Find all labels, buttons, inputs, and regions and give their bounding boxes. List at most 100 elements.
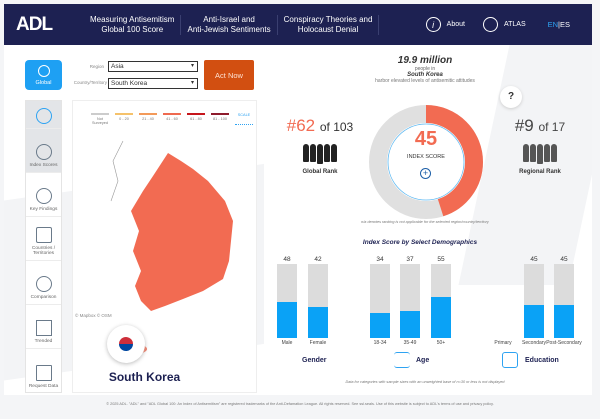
bar-category-label: Male <box>281 340 293 346</box>
sidebar-label: Key Findings <box>29 207 58 212</box>
population-count: 19.9 million <box>397 55 453 66</box>
group-label-age: Age <box>416 357 430 364</box>
magnifier-icon <box>35 188 52 204</box>
bar-fill <box>554 304 574 338</box>
lang-es[interactable]: ES <box>559 20 570 29</box>
country-select[interactable]: South Korea <box>108 78 198 89</box>
bar-fill <box>308 306 328 338</box>
sidebar-label: Countries / Territories <box>31 246 56 256</box>
sidebar-item-index-scores[interactable]: Index Scores <box>26 129 61 173</box>
population-summary: 19.9 million people in South Korea harbo… <box>340 55 510 84</box>
nav-anti-israel[interactable]: Anti-Israel and Anti-Jewish Sentiments <box>181 14 278 35</box>
summary-line: people in <box>414 66 436 72</box>
spreadsheet-icon <box>35 365 52 381</box>
map-attribution: © Mapbox © OSM <box>75 313 112 318</box>
bar-fill <box>400 310 420 338</box>
people-icon <box>490 144 590 164</box>
global-button[interactable]: Global <box>25 60 62 90</box>
bar-track <box>400 264 420 338</box>
south-korea-flag <box>107 325 145 363</box>
bar-category-label: 18-34 <box>373 340 387 346</box>
bar-fill <box>370 312 390 338</box>
bar-value-label: 34 <box>376 256 384 263</box>
legend-item: Not Surveyed <box>91 113 109 125</box>
country-name: South Korea <box>108 370 181 384</box>
map-icon <box>35 144 52 160</box>
trend-chart-icon <box>35 320 52 336</box>
bar-category-label: Secondary <box>522 340 546 346</box>
na-note: n/a denotes ranking is not applicable fo… <box>361 220 489 224</box>
bar-track <box>277 264 297 338</box>
regional-rank-total: of 17 <box>538 120 566 134</box>
legend-item: 61 - 80 <box>187 113 205 125</box>
footer-copyright: © 2025 ADL. "ADL" and "ADL Global 100: A… <box>106 402 494 406</box>
people-icon <box>270 144 370 164</box>
map-pin-icon <box>35 227 52 243</box>
bar-track <box>308 264 328 338</box>
regional-rank-label: Regional Rank <box>519 169 561 175</box>
sidebar-item-comparison[interactable]: Comparison <box>26 261 61 305</box>
nav-line: Global 100 Score <box>101 24 164 34</box>
adl-logo[interactable]: ADL <box>16 13 53 35</box>
bar-value-label: 45 <box>530 256 538 263</box>
bar-track <box>370 264 390 338</box>
south-korea-shape <box>131 153 233 311</box>
language-switch: EN|ES <box>548 20 570 29</box>
sidebar-item-request-data[interactable]: Request Data <box>26 349 61 393</box>
bar-category-label: 50+ <box>436 340 446 346</box>
education-icon <box>502 352 518 368</box>
index-score-donut <box>369 105 483 219</box>
bar-category-label: Post-Secondary <box>546 340 582 346</box>
sidebar-item-view[interactable] <box>26 101 61 129</box>
bar-value-label: 45 <box>560 256 568 263</box>
hourglass-icon <box>394 352 410 368</box>
expand-plus-icon[interactable]: + <box>420 168 431 179</box>
eye-icon <box>35 108 52 124</box>
sidebar-label: Request Data <box>28 384 59 389</box>
regional-rank-number: #9 <box>514 116 534 135</box>
map-legend: Not Surveyed 0 - 20 21 - 40 41 - 60 61 -… <box>91 113 253 125</box>
globe-icon <box>37 65 50 77</box>
bar-category-label: 35-49 <box>403 340 417 346</box>
sample-size-note: Data for categories with sample sizes wi… <box>345 380 505 384</box>
info-icon: i <box>425 17 441 32</box>
global-rank: #62 of 103 Global Rank <box>270 116 370 175</box>
korea-map <box>110 140 233 354</box>
global-rank-number: #62 <box>286 116 316 135</box>
lang-en[interactable]: EN <box>547 20 559 29</box>
scale-button[interactable]: SCALE <box>235 113 253 125</box>
legend-item: 21 - 40 <box>139 113 157 125</box>
sidebar: Index Scores Key Findings Countries / Te… <box>25 100 62 393</box>
global-rank-label: Global Rank <box>302 169 338 175</box>
legend-item: 81 - 100 <box>211 113 229 125</box>
bar-value-label: 48 <box>283 256 291 263</box>
index-score-value: 45 <box>414 128 438 150</box>
about-link[interactable]: About <box>446 21 465 28</box>
bar-value-label: 42 <box>314 256 322 263</box>
nav-line: Conspiracy Theories and <box>283 14 373 24</box>
nav-conspiracy[interactable]: Conspiracy Theories and Holocaust Denial <box>278 14 380 35</box>
bar-fill <box>524 304 544 338</box>
index-score-label: INDEX SCORE <box>407 154 445 160</box>
map-panel[interactable]: Not Surveyed 0 - 20 21 - 40 41 - 60 61 -… <box>72 100 257 393</box>
bar-value-label: 55 <box>437 256 445 263</box>
demographics-title: Index Score by Select Demographics <box>362 239 478 246</box>
nav-global-100[interactable]: Measuring Antisemitism Global 100 Score <box>84 14 182 35</box>
sidebar-item-key-findings[interactable]: Key Findings <box>26 173 61 217</box>
atlas-link[interactable]: ATLAS <box>503 21 526 28</box>
sidebar-label: Comparison <box>30 295 57 300</box>
help-button[interactable]: ? <box>500 86 522 108</box>
bar-fill <box>431 297 451 338</box>
region-select[interactable]: Asia <box>108 61 198 72</box>
country-label: Country/Territory <box>73 80 107 85</box>
header: ADL Measuring Antisemitism Global 100 Sco… <box>4 4 592 45</box>
act-now-button[interactable]: Act Now <box>204 60 254 90</box>
bar-category-label: Female <box>309 340 327 346</box>
lang-sep: | <box>558 20 560 29</box>
sidebar-item-countries[interactable]: Countries / Territories <box>26 217 61 261</box>
region-label: Region <box>89 64 104 69</box>
sidebar-item-trended[interactable]: Trended <box>26 305 61 349</box>
nav-line: Anti-Jewish Sentiments <box>187 24 271 34</box>
sidebar-label: Trended <box>34 339 53 344</box>
legend-item: 0 - 20 <box>115 113 133 125</box>
